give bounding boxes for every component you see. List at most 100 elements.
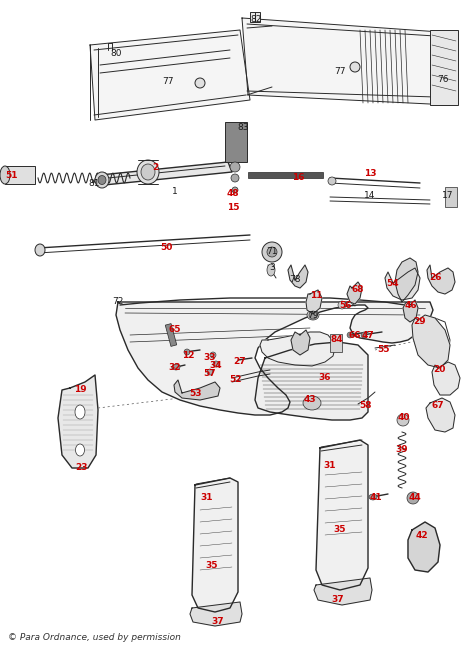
Text: 58: 58: [359, 400, 371, 410]
Circle shape: [350, 62, 360, 72]
Ellipse shape: [141, 164, 155, 180]
Text: 31: 31: [324, 461, 336, 470]
Ellipse shape: [95, 172, 109, 188]
Ellipse shape: [172, 364, 180, 370]
Text: 41: 41: [370, 492, 382, 502]
Text: 35: 35: [334, 526, 346, 535]
Bar: [165, 323, 177, 347]
Polygon shape: [100, 162, 232, 185]
Text: 33: 33: [204, 354, 216, 362]
Bar: [330, 334, 342, 352]
Ellipse shape: [307, 310, 319, 320]
Polygon shape: [316, 440, 368, 590]
Circle shape: [210, 352, 216, 358]
Text: 77: 77: [334, 67, 346, 76]
Text: 27: 27: [234, 358, 246, 367]
Text: 37: 37: [211, 618, 224, 627]
Polygon shape: [174, 380, 220, 400]
Text: © Para Ordnance, used by permission: © Para Ordnance, used by permission: [8, 634, 181, 643]
Circle shape: [309, 311, 317, 319]
Text: 36: 36: [319, 373, 331, 382]
Polygon shape: [58, 375, 98, 468]
Text: 68: 68: [352, 286, 364, 294]
Text: 57: 57: [204, 369, 216, 378]
Bar: [248, 172, 323, 178]
Text: 79: 79: [307, 310, 319, 319]
Polygon shape: [255, 342, 368, 420]
Text: 72: 72: [112, 297, 124, 307]
Text: 54: 54: [387, 279, 399, 288]
Polygon shape: [347, 282, 362, 304]
Circle shape: [184, 349, 190, 355]
Text: 35: 35: [206, 561, 218, 570]
Text: 83: 83: [237, 124, 249, 132]
Text: 55: 55: [377, 345, 389, 354]
Text: 51: 51: [6, 170, 18, 179]
Text: 71: 71: [266, 248, 278, 257]
Circle shape: [397, 414, 409, 426]
Text: 84: 84: [331, 336, 343, 345]
Ellipse shape: [35, 244, 45, 256]
Polygon shape: [403, 300, 418, 322]
Text: 34: 34: [210, 362, 222, 371]
Polygon shape: [426, 398, 455, 432]
Ellipse shape: [267, 264, 275, 276]
Polygon shape: [385, 268, 420, 300]
Text: 37: 37: [332, 596, 344, 605]
Text: 32: 32: [169, 364, 181, 373]
Text: 40: 40: [398, 413, 410, 422]
Circle shape: [207, 369, 213, 375]
Text: 80: 80: [110, 49, 122, 58]
Polygon shape: [242, 18, 450, 105]
Text: 46: 46: [405, 301, 417, 310]
Ellipse shape: [98, 176, 106, 185]
Text: 15: 15: [227, 202, 239, 211]
Circle shape: [230, 162, 240, 172]
Text: 39: 39: [396, 446, 408, 454]
Circle shape: [262, 242, 282, 262]
Circle shape: [338, 301, 346, 309]
Polygon shape: [408, 522, 440, 572]
Text: 50: 50: [160, 242, 172, 251]
Text: 16: 16: [292, 174, 304, 183]
Polygon shape: [260, 332, 335, 366]
Ellipse shape: [76, 444, 84, 456]
Circle shape: [267, 247, 277, 257]
Text: 19: 19: [74, 386, 86, 395]
Polygon shape: [90, 30, 250, 120]
Text: 66: 66: [349, 330, 361, 340]
Text: 77: 77: [162, 78, 174, 86]
Ellipse shape: [303, 396, 321, 410]
Circle shape: [347, 332, 353, 338]
Text: 2: 2: [152, 163, 158, 172]
Ellipse shape: [137, 160, 159, 184]
Circle shape: [231, 174, 239, 182]
Text: 23: 23: [76, 463, 88, 472]
Bar: [225, 122, 247, 162]
Polygon shape: [306, 290, 322, 314]
Text: 53: 53: [189, 389, 201, 397]
Text: 20: 20: [433, 365, 445, 375]
Text: 43: 43: [303, 395, 316, 404]
Text: 26: 26: [430, 273, 442, 283]
Bar: [445, 187, 457, 207]
Text: 48: 48: [227, 189, 239, 198]
Bar: [5, 166, 35, 184]
Polygon shape: [288, 265, 308, 288]
Bar: [250, 12, 260, 22]
Text: 52: 52: [229, 375, 241, 384]
Ellipse shape: [75, 405, 85, 419]
Polygon shape: [432, 362, 460, 395]
Ellipse shape: [0, 166, 10, 184]
Text: 3: 3: [269, 264, 275, 273]
Polygon shape: [291, 330, 310, 355]
Text: 81: 81: [88, 178, 100, 187]
Text: 29: 29: [413, 318, 426, 327]
Circle shape: [328, 177, 336, 185]
Text: 14: 14: [364, 191, 376, 200]
Text: 13: 13: [364, 168, 376, 178]
Polygon shape: [427, 265, 455, 294]
Polygon shape: [314, 578, 372, 605]
Polygon shape: [116, 302, 433, 415]
Bar: [430, 30, 458, 105]
